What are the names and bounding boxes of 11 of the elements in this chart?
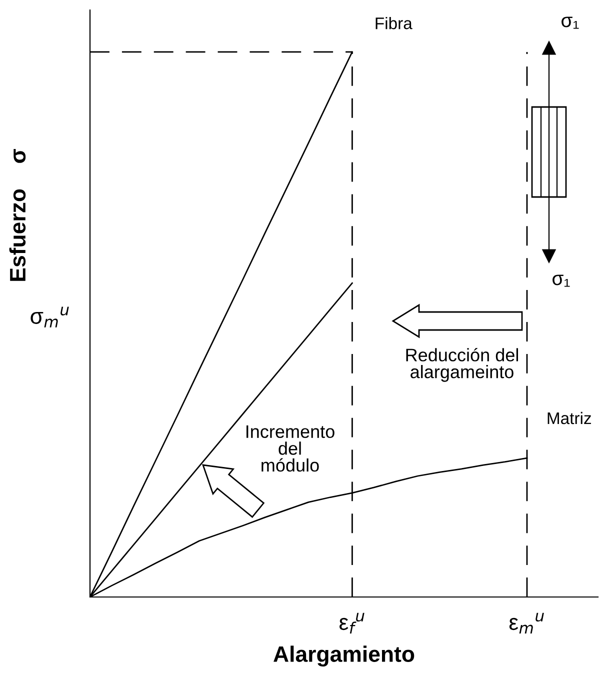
annotation: Reducción del alargameinto xyxy=(406,348,518,382)
x-tick-label: ε$_{f}$$^{u}$ xyxy=(340,612,364,634)
annotation: σ₁ xyxy=(552,274,570,287)
x-tick-label: ε$_{m}$$^{u}$ xyxy=(509,612,544,634)
text: σ$_{m}$$^{u}$ xyxy=(30,306,69,328)
text: Matriz xyxy=(548,412,591,424)
series-label: Fibra xyxy=(376,16,412,30)
text: σ₁ xyxy=(562,16,579,29)
y-axis-title: Esfuerzo σ xyxy=(9,149,26,281)
x-axis-title: Alargamiento xyxy=(274,646,414,666)
annotation: Incremento del módulo xyxy=(246,425,334,472)
